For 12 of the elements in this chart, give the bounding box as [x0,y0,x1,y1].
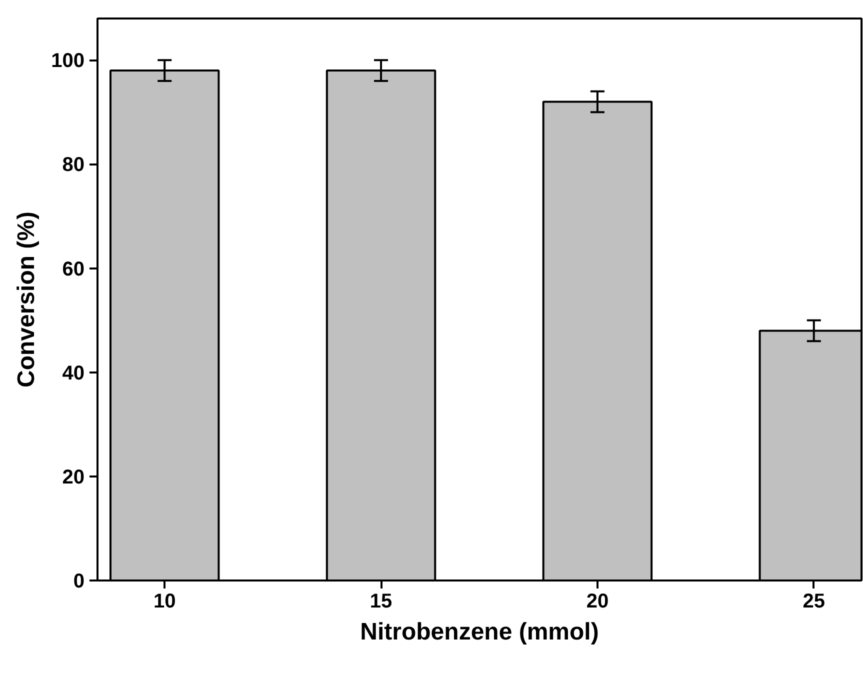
x-tick-label: 15 [370,590,392,612]
y-tick-label: 20 [62,466,85,488]
y-tick-label: 40 [62,362,85,384]
x-tick-label: 25 [802,590,826,612]
x-tick-label: 10 [153,590,176,612]
x-tick-label: 20 [586,590,609,612]
y-tick-label: 80 [62,154,85,176]
y-axis-title: Conversion (%) [13,211,40,388]
y-tick-label: 0 [73,570,84,592]
x-axis-title: Nitrobenzene (mmol) [360,618,599,646]
y-tick-label: 60 [62,258,85,280]
y-tick-label: 100 [51,50,85,72]
